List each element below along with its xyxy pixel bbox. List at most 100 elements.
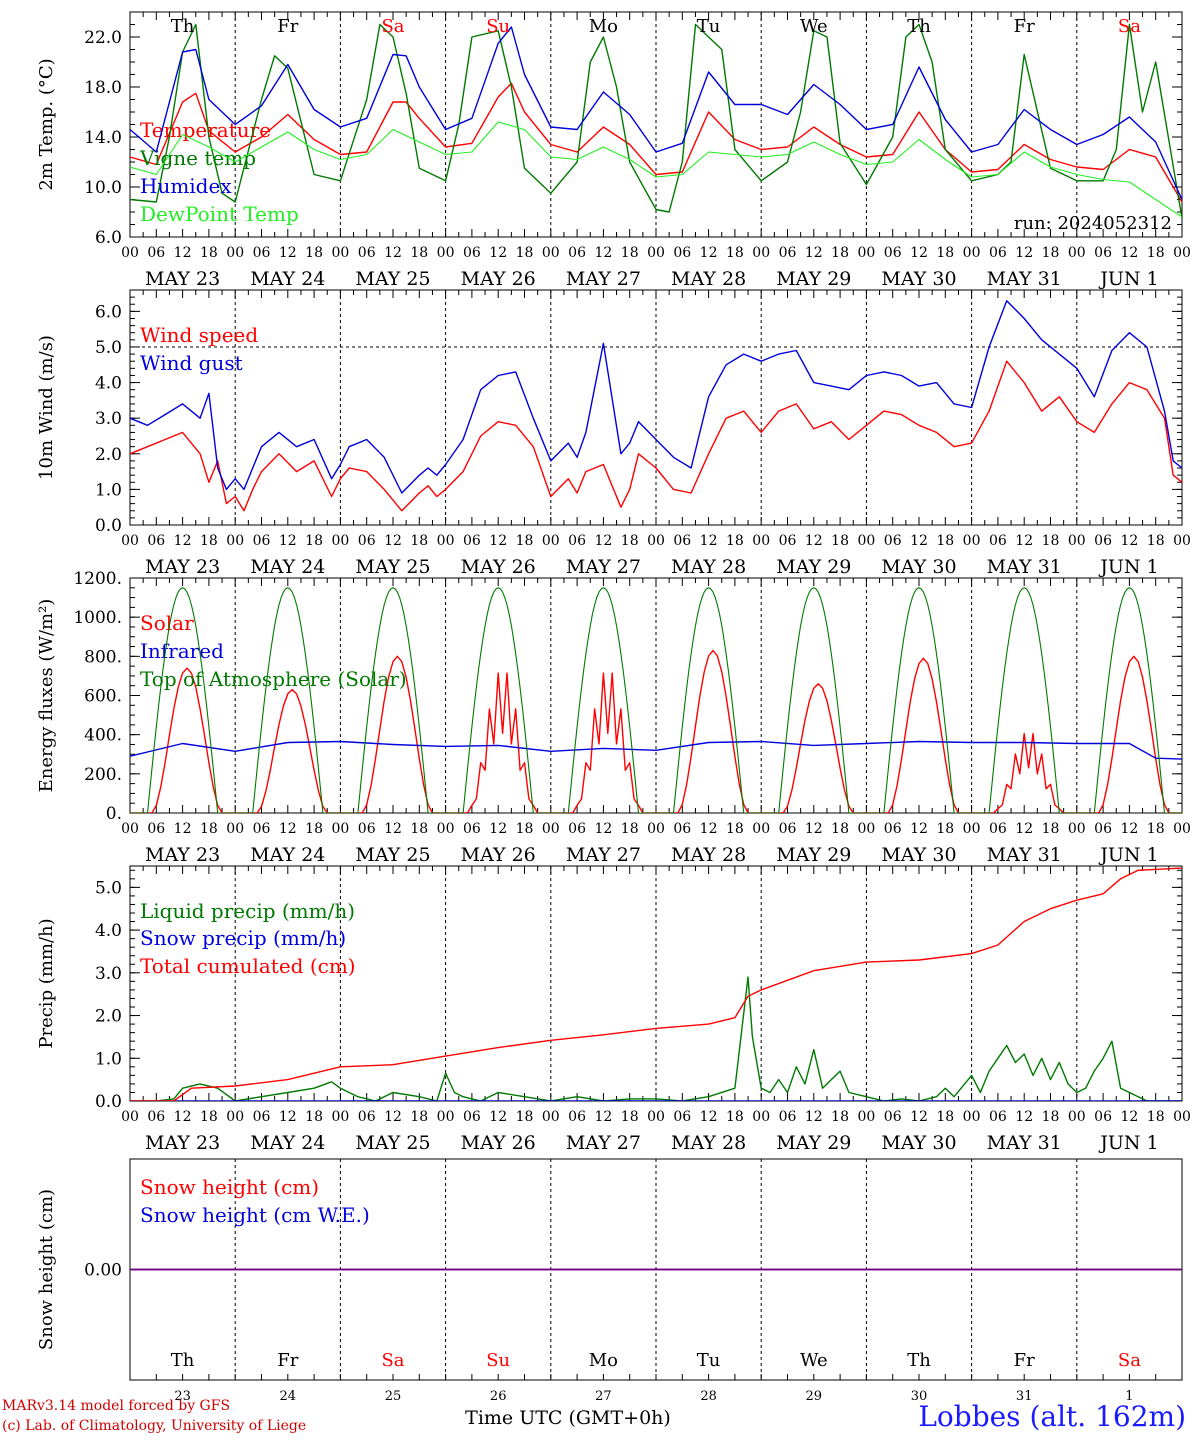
hour-tick-label: 18 <box>305 245 323 261</box>
hour-tick-label: 18 <box>516 533 534 549</box>
date-tick-label: MAY 28 <box>671 1132 746 1154</box>
hour-tick-label: 06 <box>1094 245 1112 261</box>
date-tick-label: MAY 23 <box>145 556 220 578</box>
y-tick-label: 3.0 <box>95 409 122 429</box>
weekday-label-top: Sa <box>381 16 404 37</box>
panel-4: 00 06 12 18 00 06 12 18 00 06 12 18 00 06 12 18 00 06 12 18… <box>36 865 1191 1154</box>
hour-tick-label: 06 <box>989 245 1007 261</box>
legend-top-of-atmosphere-solar: Top of Atmosphere (Solar) <box>140 667 407 691</box>
date-tick-label: MAY 30 <box>881 844 956 866</box>
hour-tick-label: 12 <box>1015 245 1033 261</box>
hour-tick-label: 12 <box>1120 821 1138 837</box>
y-tick-label: 1000. <box>73 608 122 628</box>
hour-tick-label: 00 <box>752 821 770 837</box>
hour-tick-label: 00 <box>857 1109 875 1125</box>
date-tick-label: MAY 24 <box>250 844 325 866</box>
hour-tick-label: 00 <box>121 821 139 837</box>
date-tick-label: MAY 25 <box>355 556 430 578</box>
hour-tick-label: 06 <box>779 533 797 549</box>
y-tick-label: 4.0 <box>95 374 122 394</box>
series-wind-speed <box>130 360 1182 512</box>
weekday-label-bottom: Th <box>171 1350 195 1371</box>
hour-tick-label: 18 <box>1147 533 1165 549</box>
hour-tick-label: 12 <box>1015 1109 1033 1125</box>
legend-liquid-precip-mm-h: Liquid precip (mm/h) <box>140 899 355 923</box>
hour-tick-label: 06 <box>673 821 691 837</box>
date-tick-label: MAY 25 <box>355 268 430 290</box>
hour-tick-label: 06 <box>989 1109 1007 1125</box>
y-tick-label: 0.0 <box>95 516 122 536</box>
y-tick-label: 14.0 <box>84 128 122 148</box>
hour-tick-label: 00 <box>331 245 349 261</box>
hour-tick-label: 00 <box>857 821 875 837</box>
y-tick-label: 2.0 <box>95 445 122 465</box>
hour-tick-label: 12 <box>1120 1109 1138 1125</box>
model-credit-line1: MARv3.14 model forced by GFS <box>2 1398 231 1414</box>
legend-total-cumulated-cm: Total cumulated (cm) <box>140 954 356 978</box>
hour-tick-label: 00 <box>331 821 349 837</box>
hour-tick-label: 00 <box>1068 1109 1086 1125</box>
y-tick-label: 200. <box>84 765 122 785</box>
hour-tick-label: 18 <box>621 533 639 549</box>
time-axis-label: Time UTC (GMT+0h) <box>465 1407 671 1429</box>
date-tick-label: MAY 26 <box>461 1132 536 1154</box>
day-number-label: 1 <box>1125 1389 1133 1404</box>
panel-2: 00 06 12 18 00 06 12 18 00 06 12 18 00 06 12 18 00 06 12 18… <box>36 289 1191 578</box>
station-name: Lobbes (alt. 162m) <box>918 1400 1186 1433</box>
y-tick-label: 3.0 <box>95 964 122 984</box>
hour-tick-label: 06 <box>989 821 1007 837</box>
date-tick-label: MAY 24 <box>250 1132 325 1154</box>
date-tick-label: MAY 31 <box>987 1132 1062 1154</box>
legend-snow-height-cm-w-e: Snow height (cm W.E.) <box>140 1203 370 1227</box>
hour-tick-label: 00 <box>752 533 770 549</box>
legend-humidex: Humidex <box>140 174 232 198</box>
hour-tick-label: 06 <box>147 821 165 837</box>
date-tick-label: MAY 25 <box>355 1132 430 1154</box>
hour-tick-label: 12 <box>1120 245 1138 261</box>
hour-tick-label: 12 <box>594 245 612 261</box>
day-number-label: 24 <box>280 1389 297 1404</box>
hour-tick-label: 18 <box>1042 821 1060 837</box>
hour-tick-label: 00 <box>963 1109 981 1125</box>
hour-tick-label: 18 <box>410 1109 428 1125</box>
hour-tick-label: 18 <box>200 821 218 837</box>
series-temperature <box>130 82 1182 203</box>
date-tick-label: MAY 27 <box>566 268 641 290</box>
hour-tick-label: 18 <box>410 533 428 549</box>
hour-tick-label: 06 <box>253 245 271 261</box>
hour-tick-label: 00 <box>121 533 139 549</box>
hour-tick-label: 12 <box>174 245 192 261</box>
weekday-label-bottom: Tu <box>697 1350 721 1371</box>
hour-tick-label: 12 <box>384 821 402 837</box>
hour-tick-label: 12 <box>700 821 718 837</box>
hour-tick-label: 00 <box>437 1109 455 1125</box>
hour-tick-label: 18 <box>936 245 954 261</box>
hour-tick-label: 00 <box>226 533 244 549</box>
hour-tick-label: 00 <box>331 533 349 549</box>
hour-tick-label: 12 <box>489 821 507 837</box>
hour-tick-label: 18 <box>1042 533 1060 549</box>
hour-tick-label: 12 <box>279 821 297 837</box>
y-tick-label: 600. <box>84 687 122 707</box>
date-tick-label: MAY 23 <box>145 268 220 290</box>
weekday-label-bottom: Sa <box>381 1350 404 1371</box>
hour-tick-label: 00 <box>963 533 981 549</box>
hour-tick-label: 00 <box>121 245 139 261</box>
hour-tick-label: 18 <box>936 533 954 549</box>
hour-tick-label: 18 <box>200 245 218 261</box>
hour-tick-label: 18 <box>1042 245 1060 261</box>
date-tick-label: MAY 31 <box>987 556 1062 578</box>
hour-tick-label: 12 <box>910 245 928 261</box>
date-tick-label: MAY 30 <box>881 556 956 578</box>
hour-tick-label: 00 <box>857 245 875 261</box>
weekday-label-bottom: We <box>800 1350 828 1371</box>
hour-tick-label: 12 <box>1015 821 1033 837</box>
hour-tick-label: 00 <box>1068 821 1086 837</box>
hour-tick-label: 06 <box>884 533 902 549</box>
hour-tick-label: 12 <box>805 533 823 549</box>
hour-tick-label: 12 <box>279 245 297 261</box>
hour-tick-label: 00 <box>542 533 560 549</box>
hour-tick-label: 12 <box>174 821 192 837</box>
y-tick-label: 4.0 <box>95 921 122 941</box>
hour-tick-label: 06 <box>358 245 376 261</box>
